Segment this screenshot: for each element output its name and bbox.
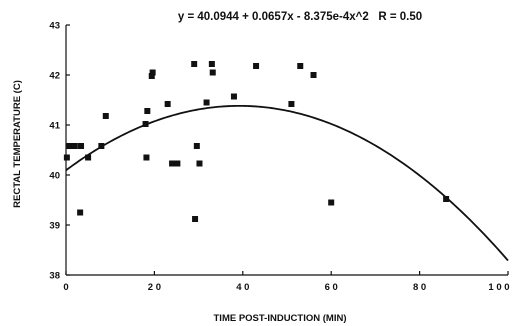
data-point [85, 154, 92, 161]
data-point [77, 209, 84, 216]
y-tick-label: 41 [49, 121, 60, 132]
data-points [63, 61, 450, 222]
data-point [209, 69, 216, 76]
data-point [143, 154, 150, 161]
ticks [65, 24, 509, 276]
data-point [63, 154, 70, 161]
x-tick-label: 4 0 [236, 282, 249, 293]
x-tick-label: 6 0 [325, 282, 338, 293]
data-point [174, 160, 181, 167]
y-tick-label: 39 [49, 221, 60, 232]
axes [65, 25, 508, 276]
data-point [71, 143, 78, 149]
data-point [196, 160, 203, 167]
x-tick-label: 2 0 [148, 282, 161, 293]
x-axis-title: TIME POST-INDUCTION (MIN) [214, 313, 347, 324]
data-point [142, 121, 149, 127]
data-point [148, 73, 155, 79]
x-tick-label: 8 0 [413, 282, 426, 293]
fit-curve [65, 104, 509, 262]
data-point [191, 61, 198, 67]
tick-labels: 0 2 0 4 0 6 0 8 0 1 0 0 38 39 40 41 42 43 [49, 21, 509, 294]
data-point [102, 113, 109, 119]
x-tick-label: 1 0 0 [488, 282, 509, 293]
data-point [98, 143, 105, 149]
data-point [149, 69, 156, 76]
data-point [144, 108, 151, 114]
data-point [443, 196, 450, 202]
data-point [203, 99, 210, 106]
y-tick-label: 40 [49, 171, 60, 182]
y-tick-label: 43 [49, 21, 60, 32]
data-point [164, 101, 171, 107]
data-point [78, 143, 85, 149]
data-point [288, 101, 295, 107]
data-point [192, 216, 199, 222]
y-tick-label: 38 [49, 271, 60, 282]
data-point [193, 143, 200, 149]
data-point [328, 199, 335, 206]
data-point [253, 63, 260, 69]
data-point [230, 93, 237, 100]
data-point [310, 72, 317, 78]
data-point [66, 143, 73, 149]
data-point [169, 160, 176, 167]
y-tick-label: 42 [49, 71, 60, 82]
equation-annotation: y = 40.0944 + 0.0657x - 8.375e-4x^2 R = … [178, 11, 422, 23]
x-tick-label: 0 [63, 282, 68, 293]
data-point [297, 63, 304, 69]
y-axis-title: RECTAL TEMPERATURE (C) [12, 80, 23, 208]
data-point [208, 61, 215, 67]
